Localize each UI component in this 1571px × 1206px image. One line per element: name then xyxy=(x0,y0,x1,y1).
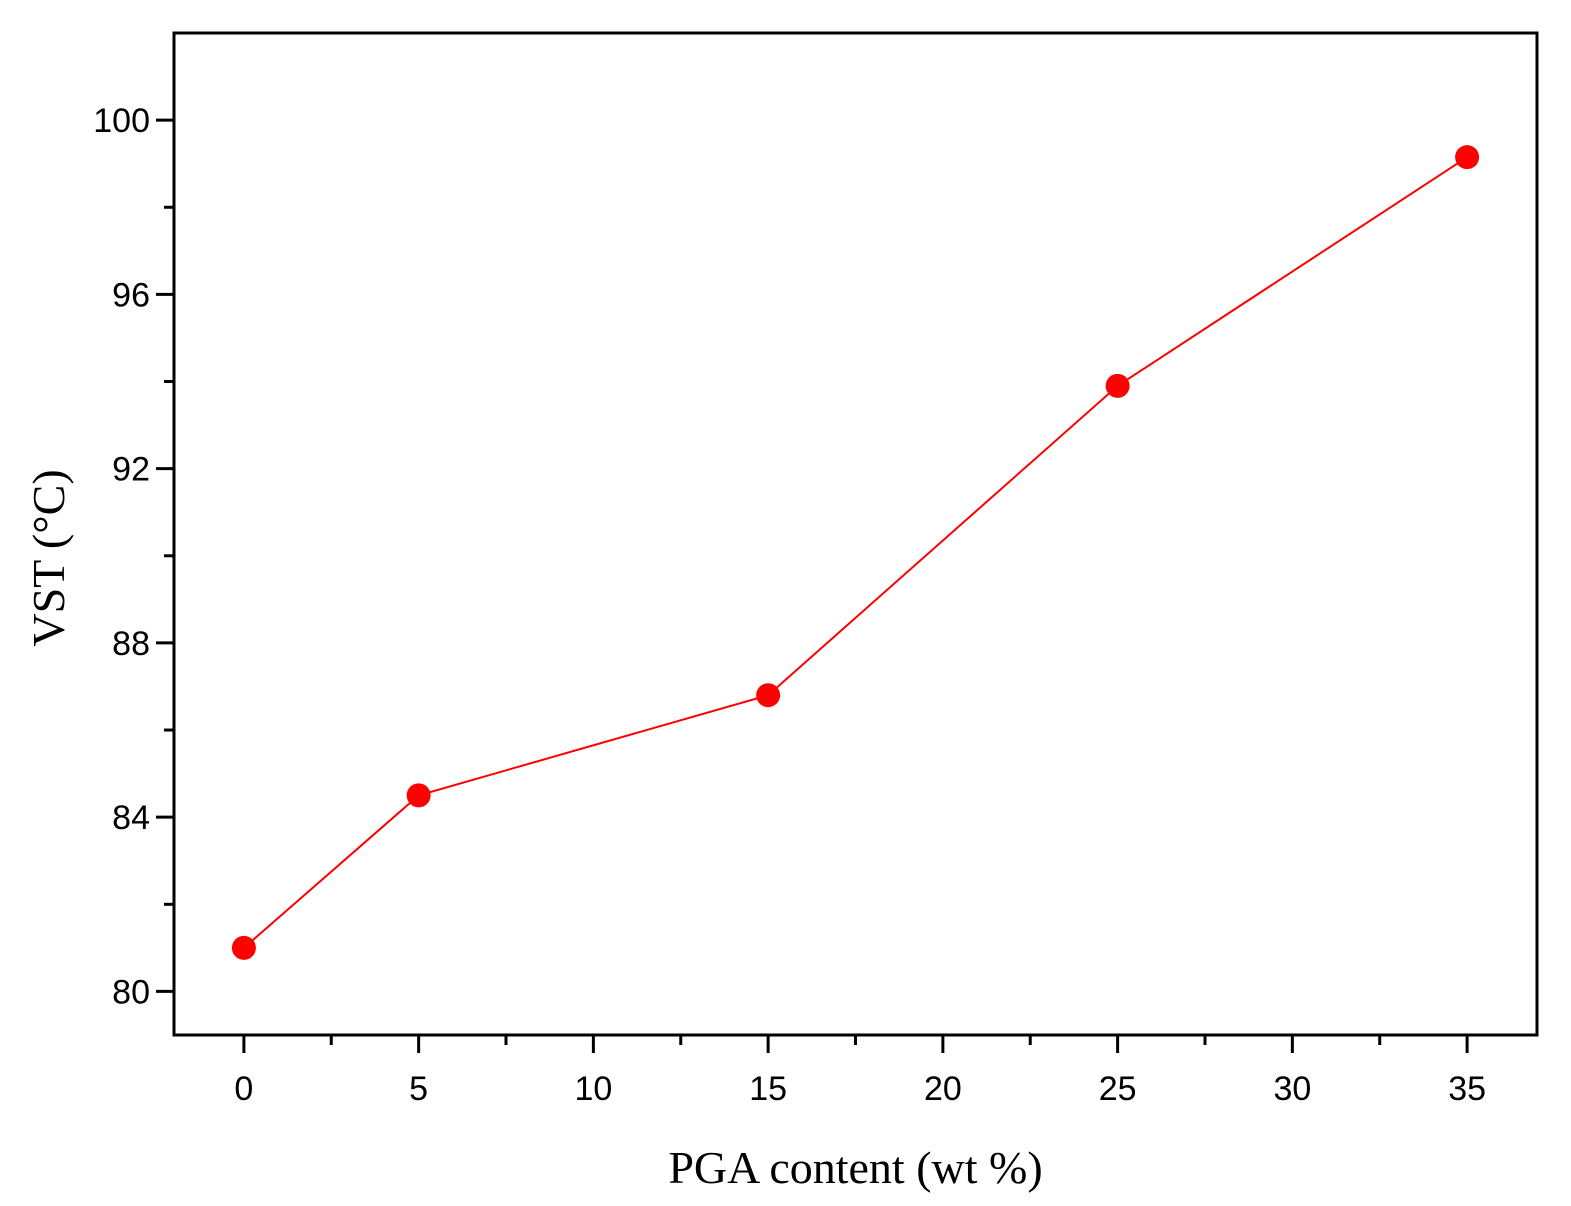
x-tick-label: 10 xyxy=(574,1070,612,1108)
y-axis-title: VST (°C) xyxy=(23,469,74,646)
x-axis-title: PGA content (wt %) xyxy=(668,1142,1042,1193)
series-line xyxy=(243,156,1468,949)
data-point xyxy=(756,683,781,708)
y-axis-ticks xyxy=(156,118,174,993)
x-tick-label: 5 xyxy=(409,1070,428,1108)
x-tick-label: 20 xyxy=(924,1070,962,1108)
x-tick-label: 15 xyxy=(749,1070,787,1108)
series-lines xyxy=(243,156,1468,949)
plot-frame xyxy=(172,31,1539,1037)
x-tick-label: 30 xyxy=(1273,1070,1311,1108)
y-tick-label: 100 xyxy=(93,102,150,140)
y-tick-label: 84 xyxy=(112,799,150,837)
x-tick-label: 0 xyxy=(234,1070,253,1108)
data-point xyxy=(1105,373,1130,398)
x-axis-tick-labels: 0 5 10 15 20 25 30 35 xyxy=(234,1070,1486,1108)
y-tick-label: 96 xyxy=(112,276,150,314)
data-point xyxy=(1455,145,1480,170)
x-axis-ticks xyxy=(242,1035,1469,1053)
y-tick-label: 80 xyxy=(112,973,150,1011)
data-point xyxy=(406,783,431,808)
series-points xyxy=(231,145,1480,960)
data-point xyxy=(231,935,256,960)
x-tick-label: 35 xyxy=(1448,1070,1486,1108)
y-axis-tick-labels: 80 84 88 92 96 100 xyxy=(93,102,150,1011)
y-tick-label: 92 xyxy=(112,451,150,489)
x-tick-label: 25 xyxy=(1099,1070,1137,1108)
y-tick-label: 88 xyxy=(112,625,150,663)
